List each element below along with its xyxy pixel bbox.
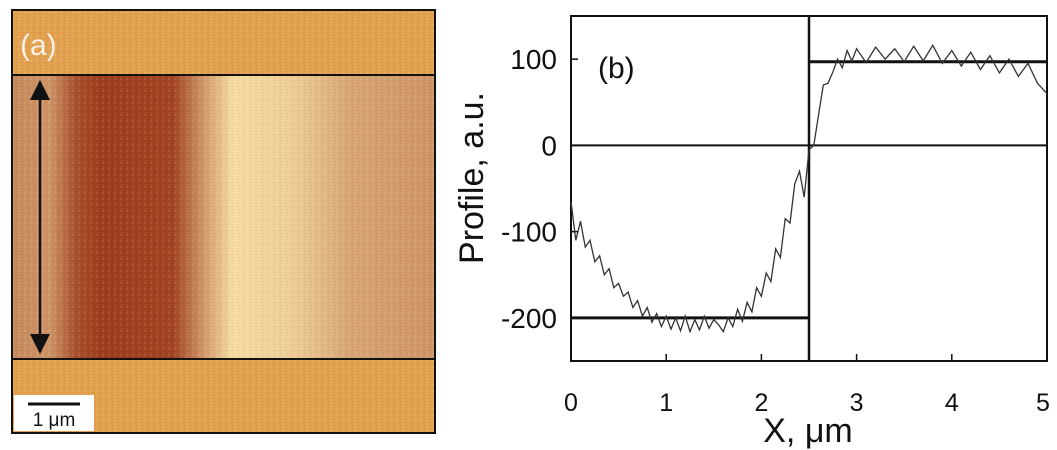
profile-series-line xyxy=(570,43,1048,334)
scale-bar-label: 1 μm xyxy=(33,410,76,431)
y-tick-labels: 100 0 -100 -200 xyxy=(501,44,557,334)
y-tick-label: -100 xyxy=(501,217,557,248)
scale-bar-box xyxy=(14,395,94,431)
y-tick-label: 0 xyxy=(541,130,557,161)
x-tick-label: 1 xyxy=(659,389,673,417)
y-tick-label: -200 xyxy=(501,303,557,334)
x-tick-label: 4 xyxy=(945,389,959,417)
x-tick-label: 0 xyxy=(564,389,578,417)
image-frame xyxy=(11,9,436,434)
panel-b-label: (b) xyxy=(598,52,635,85)
x-tick-label: 2 xyxy=(754,389,768,417)
x-tick-label: 5 xyxy=(1036,389,1050,417)
panel-b-chart: 0 1 2 3 4 5 100 0 -100 -200 (b) X, μm Profile, a… xyxy=(453,15,1050,450)
reference-lines xyxy=(571,16,1047,361)
x-tick-labels: 0 1 2 3 4 5 xyxy=(564,389,1050,417)
y-axis-label: Profile, a.u. xyxy=(453,92,491,264)
x-axis-label: X, μm xyxy=(763,412,852,450)
panel-a: (a) 1 μm xyxy=(11,9,436,434)
y-tick-label: 100 xyxy=(510,44,557,75)
panel-a-label: (a) xyxy=(20,29,57,62)
x-tick-label: 3 xyxy=(850,389,864,417)
image-texture xyxy=(12,10,435,433)
